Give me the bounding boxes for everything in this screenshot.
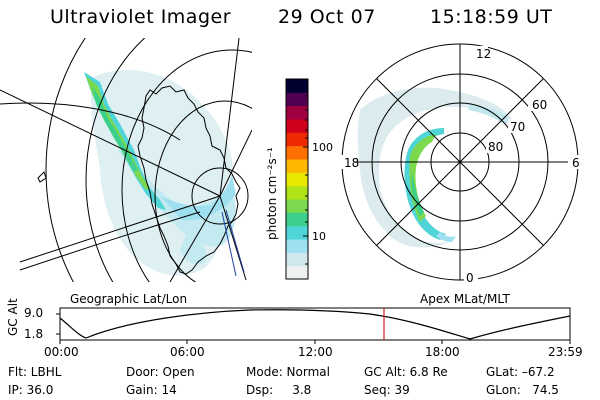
colorbar-segment: [286, 225, 308, 240]
altitude-curve: [59, 309, 571, 340]
altitude-plot-frame: [59, 307, 571, 341]
latitude-grid: [45, 38, 252, 282]
colorbar-ticks: [303, 95, 308, 265]
polar-grid: [341, 43, 579, 281]
colorbar-segment: [286, 132, 308, 147]
colorbar-segment: [286, 239, 308, 253]
geographic-map: [0, 38, 252, 282]
mlt-label-6: 6: [572, 156, 580, 170]
colorbar: [286, 79, 308, 280]
mlat-label-60: 60: [532, 98, 547, 112]
altitude-xtick-1: 06:00: [170, 345, 205, 359]
status-seq: Seq: 39: [364, 383, 410, 397]
colorbar-segment: [286, 172, 308, 187]
longitude-grid: [0, 38, 252, 282]
colorbar-tick-10: 10: [312, 230, 326, 243]
status-filter: Flt: LBHL: [8, 365, 62, 379]
aurora-emission-geo: [84, 70, 236, 276]
status-gain: Gain: 14: [126, 383, 177, 397]
colorbar-frame: [285, 78, 309, 280]
instrument-title: Ultraviolet Imager: [50, 6, 232, 28]
status-mode: Mode: Normal: [246, 365, 330, 379]
colorbar-segment: [286, 79, 308, 93]
altitude-xtick-3: 18:00: [425, 345, 460, 359]
altitude-ylabel: GC Alt: [6, 298, 20, 336]
right-panel-label: Apex MLat/MLT: [420, 292, 510, 306]
colorbar-segment: [286, 159, 308, 173]
colorbar-segment: [286, 212, 308, 227]
altitude-ytick-low: 1.8: [24, 327, 44, 341]
colorbar-segment: [286, 92, 308, 107]
status-door: Door: Open: [126, 365, 195, 379]
left-panel-label: Geographic Lat/Lon: [70, 292, 188, 306]
colorbar-segment: [286, 105, 308, 120]
status-gc-alt: GC Alt: 6.8 Re: [364, 365, 448, 379]
antarctic-peninsula: [37, 171, 47, 183]
colorbar-segment: [286, 252, 308, 267]
altitude-xtick-4: 23:59: [548, 345, 583, 359]
status-glat: GLat: –67.2: [486, 365, 555, 379]
colorbar-segment: [286, 145, 308, 160]
mlt-label-0: 0: [466, 271, 474, 285]
local-meridian-marks: [221, 209, 245, 277]
mlt-label-18: 18: [344, 156, 359, 170]
colorbar-segment: [286, 185, 308, 200]
colorbar-segment: [286, 199, 308, 213]
mlt-label-12: 12: [476, 47, 491, 61]
altitude-xtick-2: 12:00: [298, 345, 333, 359]
polar-mlat-mlt-plot: 12 18 6 0 60 70 80: [334, 43, 582, 285]
status-ip: IP: 36.0: [8, 383, 54, 397]
colorbar-segment: [286, 265, 308, 280]
mlat-label-70: 70: [510, 120, 525, 134]
colorbar-unit-label: photon cm⁻²s⁻¹: [265, 147, 279, 240]
altitude-plot: [56, 307, 571, 344]
status-dsp: Dsp: 3.8: [246, 383, 312, 397]
altitude-xtick-0: 00:00: [44, 345, 79, 359]
colorbar-tick-100: 100: [312, 141, 333, 154]
status-glon: GLon: 74.5: [486, 383, 559, 397]
observation-time: 15:18:59 UT: [430, 6, 553, 28]
colorbar-segment: [286, 119, 308, 133]
mlat-label-80: 80: [488, 140, 503, 154]
altitude-ytick-high: 9.0: [24, 306, 44, 320]
observation-date: 29 Oct 07: [278, 6, 376, 28]
